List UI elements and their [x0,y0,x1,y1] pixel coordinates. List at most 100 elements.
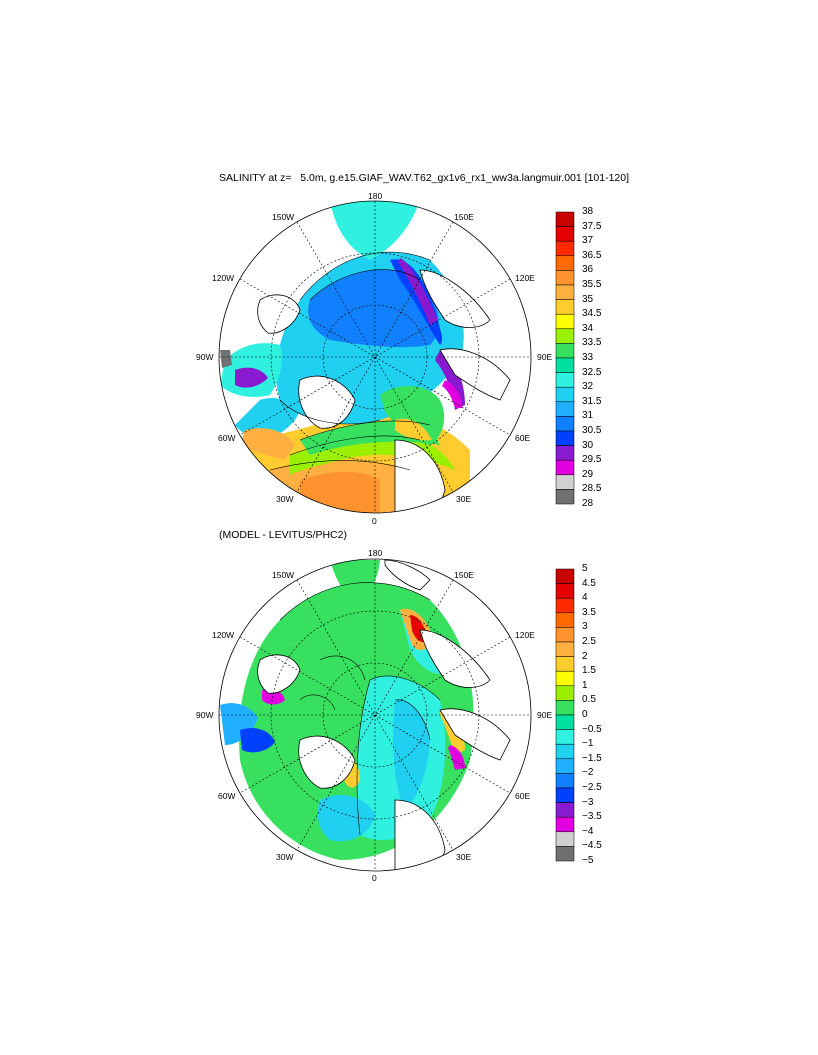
colorbar-swatch [555,430,575,446]
label-150w: 150W [272,570,294,580]
label-60e: 60E [515,433,530,443]
colorbar-swatch [555,758,575,774]
colorbar-label: 0.5 [582,694,596,706]
panel-top-title: SALINITY at z= 5.0m, g.e15.GIAF_WAV.T62_… [219,172,630,184]
colorbar-label: −1.5 [582,752,602,764]
colorbar-swatch [555,328,575,344]
colorbar-label: 28 [582,498,594,509]
colorbar-swatch [555,416,575,432]
label-90e: 90E [537,352,552,362]
label-90e: 90E [537,710,552,720]
colorbar-swatch [555,299,575,315]
colorbar-label: −4 [582,825,594,837]
colorbar-label: 4.5 [582,577,596,589]
colorbar-swatch [555,773,575,789]
label-150e: 150E [454,570,474,580]
label-120w: 120W [212,273,234,283]
label-30e: 30E [456,494,471,504]
label-60w: 60W [218,433,235,443]
colorbar-label: −2 [582,767,594,779]
colorbar-label: 5 [582,563,588,574]
meridian-labels-bottom: 180 150E 120E 90E 60E 30E 0 30W 60W 90W … [196,548,552,883]
label-60e: 60E [515,791,530,801]
difference-colorbar [555,568,575,862]
colorbar-label: 32 [582,381,594,393]
colorbar-swatch [555,787,575,803]
label-90w: 90W [196,710,213,720]
colorbar-swatch [555,831,575,847]
colorbar-label: 33.5 [582,337,602,349]
colorbar-swatch [555,729,575,745]
colorbar-swatch [555,597,575,614]
colorbar-swatch [555,386,575,403]
difference-map [218,558,532,872]
colorbar-swatch [555,445,575,461]
colorbar-label: 35.5 [582,279,602,290]
colorbar-swatch [555,313,575,330]
colorbar-label: −1 [582,738,594,750]
colorbar-swatch [555,401,575,417]
colorbar-swatch [555,255,575,271]
label-120e: 120E [515,273,535,283]
colorbar-label: 3.5 [582,606,596,618]
colorbar-label: 29 [582,468,594,480]
colorbar-label: 37 [582,235,594,247]
colorbar-label: 1 [582,679,588,691]
colorbar-swatch [555,656,575,672]
colorbar-label: −5 [582,855,594,866]
colorbar-swatch [555,627,575,643]
colorbar-swatch [555,685,575,701]
colorbar-label: 2.5 [582,636,596,647]
colorbar-swatch [555,846,575,862]
panel-bottom-title: (MODEL - LEVITUS/PHC2) [219,529,347,541]
label-180: 180 [368,548,382,558]
colorbar-label: 4 [582,592,588,604]
colorbar-label: 34.5 [582,308,602,320]
label-150e: 150E [454,212,474,222]
label-150w: 150W [272,212,294,222]
label-90w: 90W [196,352,213,362]
label-30e: 30E [456,852,471,862]
salinity-colorbar [555,211,575,505]
colorbar-label: 38 [582,206,594,217]
colorbar-label: −3.5 [582,811,602,823]
colorbar-label: 3 [582,621,588,633]
colorbar-swatch [555,357,575,373]
colorbar-label: −4.5 [582,840,602,852]
colorbar-label: 35 [582,293,594,305]
colorbar-label: 30.5 [582,425,602,436]
colorbar-swatch [555,816,575,833]
colorbar-swatch [555,670,575,687]
colorbar-swatch [555,583,575,599]
colorbar-swatch [555,802,575,818]
colorbar-swatch [555,612,575,628]
colorbar-label: 0 [582,709,588,720]
colorbar-label: −0.5 [582,723,602,735]
colorbar-swatch [555,240,575,257]
colorbar-label: −2.5 [582,782,602,793]
colorbar-label: 36.5 [582,249,602,261]
label-120w: 120W [212,630,234,640]
colorbar-label: 28.5 [582,483,602,495]
colorbar-label: 31.5 [582,395,602,407]
meridian-labels-top: 180 150E 120E 90E 60E 30E 0 30W 60W 90W … [196,191,552,526]
colorbar-swatch [555,700,575,716]
label-180: 180 [368,191,382,201]
colorbar-swatch [555,474,575,490]
colorbar-swatch [555,372,575,388]
colorbar-swatch [555,743,575,760]
salinity-map [218,200,532,514]
colorbar-swatch [555,343,575,359]
label-0: 0 [372,516,377,526]
colorbar-label: 32.5 [582,366,602,378]
colorbar-label: 36 [582,264,594,276]
colorbar-swatch [555,284,575,300]
colorbar-label: 34 [582,322,594,334]
label-30w: 30W [276,494,293,504]
colorbar-swatch [555,226,575,242]
colorbar-label: −3 [582,796,594,808]
colorbar-swatch [555,270,575,286]
colorbar-label: 37.5 [582,220,602,232]
colorbar-swatch [555,459,575,476]
